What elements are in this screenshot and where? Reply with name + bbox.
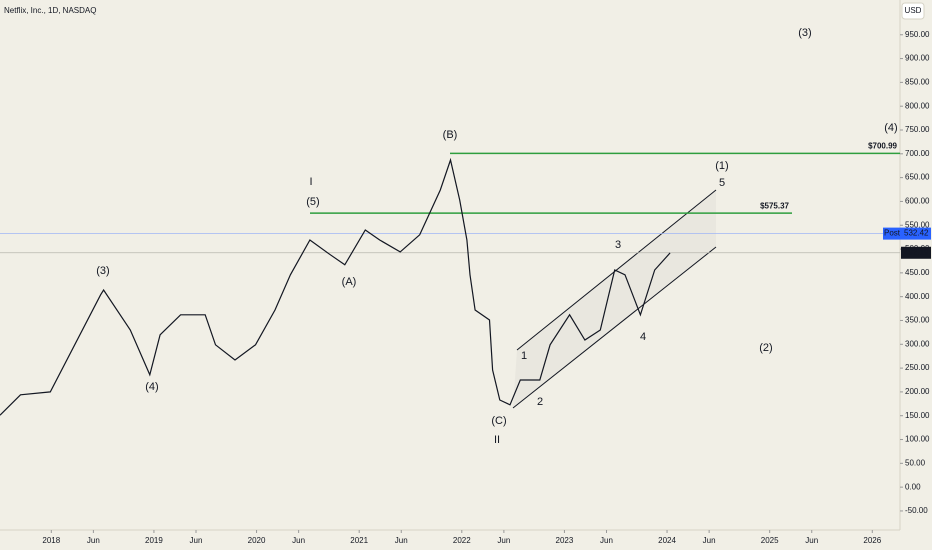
wave-label: 4 (640, 331, 646, 343)
x-tick-label: 2019 (145, 536, 163, 545)
x-tick-label: Jun (190, 536, 203, 545)
wave-label: (1) (715, 160, 728, 172)
x-tick-label: Jun (805, 536, 818, 545)
y-tick-label: 650.00 (905, 173, 930, 182)
wave-label: (5) (306, 196, 319, 208)
x-tick-label: 2023 (556, 536, 574, 545)
x-tick-label: 2025 (761, 536, 779, 545)
wave-label: 2 (537, 396, 543, 408)
y-tick-label: 550.00 (905, 220, 930, 229)
wave-label: (3) (96, 265, 109, 277)
y-tick-label: 350.00 (905, 316, 930, 325)
wave-label: 5 (719, 177, 725, 189)
y-tick-label: 600.00 (905, 197, 930, 206)
x-tick-label: 2018 (42, 536, 60, 545)
wave-label: 1 (521, 350, 527, 362)
x-tick-label: Jun (497, 536, 510, 545)
currency-label: USD (905, 6, 922, 15)
x-tick-label: 2022 (453, 536, 471, 545)
y-tick-label: 750.00 (905, 125, 930, 134)
wave-label: I (309, 176, 312, 188)
price-tag-name-box (883, 227, 901, 240)
price-tag (901, 227, 931, 240)
y-tick-label: 900.00 (905, 54, 930, 63)
x-tick-label: Jun (600, 536, 613, 545)
x-tick-label: Jun (703, 536, 716, 545)
y-tick-label: 100.00 (905, 435, 930, 444)
currency-button[interactable] (901, 2, 925, 20)
x-tick-label: Jun (87, 536, 100, 545)
channel-fill (513, 190, 716, 408)
y-tick-label: 400.00 (905, 292, 930, 301)
wave-label: (C) (491, 415, 506, 427)
y-tick-label: -50.00 (905, 506, 928, 515)
y-tick-label: 150.00 (905, 411, 930, 420)
price-tag-label: 492.19 (904, 248, 929, 257)
level-label: $700.99 (868, 141, 897, 150)
y-tick-label: 50.00 (905, 458, 926, 467)
x-tick-label: Jun (395, 536, 408, 545)
y-tick-label: 250.00 (905, 363, 930, 372)
x-tick-label: 2026 (863, 536, 881, 545)
y-tick-label: 950.00 (905, 30, 930, 39)
chart-title: Netflix, Inc., 1D, NASDAQ (4, 6, 96, 15)
price-tag-name: Post (884, 229, 901, 238)
wave-label: II (494, 434, 500, 446)
level-label: $575.37 (760, 201, 789, 210)
wave-label: (A) (342, 276, 357, 288)
wave-label: (2) (759, 342, 772, 354)
y-tick-label: 450.00 (905, 268, 930, 277)
y-tick-label: 850.00 (905, 77, 930, 86)
x-tick-label: Jun (292, 536, 305, 545)
x-tick-label: 2021 (350, 536, 368, 545)
wave-label: 3 (615, 239, 621, 251)
wave-label: (B) (443, 129, 458, 141)
y-tick-label: 700.00 (905, 149, 930, 158)
y-tick-label: 200.00 (905, 387, 930, 396)
y-tick-label: 300.00 (905, 339, 930, 348)
price-tag (901, 246, 931, 259)
wave-label: (4) (145, 381, 158, 393)
y-tick-label: 0.00 (905, 482, 921, 491)
price-line-series (0, 157, 671, 416)
x-tick-label: 2024 (658, 536, 676, 545)
y-tick-label: 800.00 (905, 101, 930, 110)
wave-label: (4) (884, 122, 897, 134)
wave-label: (3) (798, 27, 811, 39)
price-tag-label: 532.42 (904, 229, 929, 238)
x-tick-label: 2020 (248, 536, 266, 545)
channel-upper (516, 189, 717, 351)
channel-lower (512, 246, 717, 409)
